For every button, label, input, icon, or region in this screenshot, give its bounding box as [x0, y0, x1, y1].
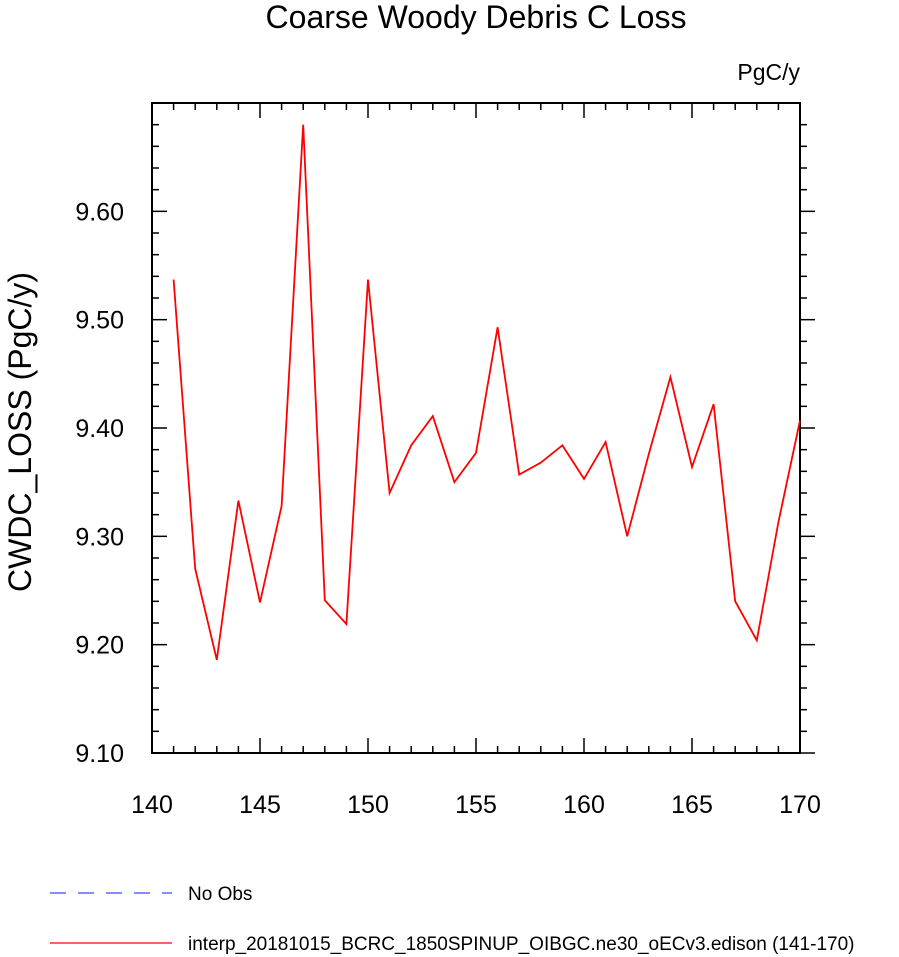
legend-label: No Obs [188, 884, 252, 905]
y-tick-label: 9.60 [75, 198, 124, 226]
units-label: PgC/y [737, 59, 800, 85]
legend: No Obs interp_20181015_BCRC_1850SPINUP_OI… [50, 884, 854, 955]
y-tick-label: 9.30 [75, 523, 124, 551]
y-tick-label: 9.50 [75, 307, 124, 335]
series-lines [172, 124, 801, 661]
y-tick-label: 9.40 [75, 415, 124, 443]
y-axis-label: CWDC_LOSS (PgC/y) [2, 272, 38, 592]
x-tick-label: 150 [347, 791, 389, 819]
x-tick-label: 140 [131, 791, 173, 819]
axis-ticks [151, 103, 815, 754]
plot-frame [151, 102, 801, 754]
x-tick-label: 145 [239, 791, 281, 819]
y-tick-label: 9.20 [75, 632, 124, 660]
x-tick-label: 160 [563, 791, 605, 819]
axis-tick-labels: 140 145 150 155 160 165 170 9.10 9.20 9.30 9.40 9.5… [75, 198, 821, 819]
x-tick-label: 165 [671, 791, 713, 819]
legend-label: interp_20181015_BCRC_1850SPINUP_OIBGC.ne… [188, 934, 854, 955]
plot-area [151, 102, 801, 754]
series-line [172, 124, 801, 661]
x-tick-label: 155 [455, 791, 497, 819]
x-tick-label: 170 [779, 791, 821, 819]
y-tick-label: 9.10 [75, 740, 124, 768]
chart-title: Coarse Woody Debris C Loss [266, 0, 687, 35]
